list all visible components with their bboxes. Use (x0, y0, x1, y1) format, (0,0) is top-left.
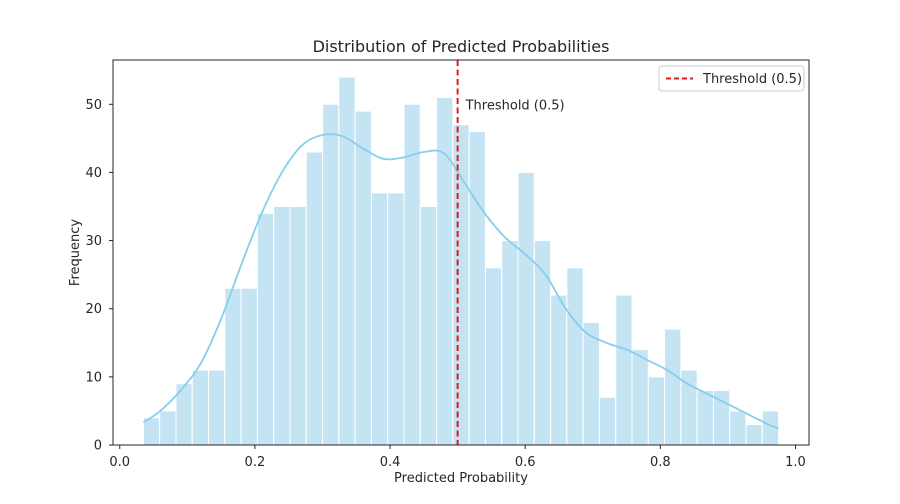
histogram-bar (370, 192, 389, 446)
legend: Threshold (0.5) (658, 65, 805, 92)
histogram-bar (484, 267, 503, 446)
histogram-bar (322, 103, 340, 446)
histogram-bar (436, 96, 454, 446)
histogram-bar (354, 110, 372, 446)
y-tick-label: 20 (85, 302, 102, 317)
plot-frame (112, 59, 810, 446)
histogram-bar (582, 321, 600, 446)
histogram-bar (631, 349, 649, 446)
y-tick-label: 10 (85, 370, 102, 385)
legend-entry-threshold: Threshold (0.5) (702, 72, 802, 87)
histogram-bar (387, 192, 405, 446)
kde-curve (142, 133, 779, 430)
kde-layer (142, 133, 779, 430)
chart-title: Distribution of Predicted Probabilities (313, 37, 610, 56)
y-tick-label: 30 (85, 234, 102, 249)
histogram-bar (696, 389, 714, 446)
x-tick-label: 0.8 (650, 455, 671, 470)
x-tick-label: 1.0 (785, 455, 806, 470)
histogram-bar (517, 171, 535, 446)
x-axis-ticks: 0.0 0.2 0.4 0.6 0.8 1.0 (109, 445, 806, 470)
y-axis-ticks: 0 10 20 30 40 50 (85, 98, 113, 454)
y-axis-label: Frequency (68, 219, 83, 286)
histogram-bar (273, 206, 291, 446)
histogram-bar (159, 410, 177, 446)
histogram-bar (256, 212, 275, 446)
x-tick-label: 0.4 (380, 455, 401, 470)
histogram-bar (664, 328, 682, 446)
threshold-layer: Threshold (0.5) (456, 60, 565, 445)
histogram-bar (550, 294, 568, 446)
histogram-bar (305, 151, 324, 446)
x-tick-label: 0.0 (109, 455, 130, 470)
y-tick-label: 40 (85, 166, 102, 181)
y-tick-label: 0 (94, 439, 102, 454)
x-axis-label: Predicted Probability (394, 471, 528, 486)
threshold-annotation: Threshold (0.5) (465, 98, 565, 113)
histogram-bar (208, 369, 226, 446)
histogram-bar (468, 131, 486, 446)
histogram-bar (598, 396, 617, 446)
histogram-bar (419, 206, 438, 446)
histogram-bar (647, 376, 666, 446)
histogram-bar (240, 287, 258, 446)
x-tick-label: 0.6 (515, 455, 536, 470)
histogram-bar (566, 267, 584, 446)
bars-layer (142, 76, 780, 446)
histogram-bar (191, 369, 210, 446)
histogram-bar (729, 410, 747, 446)
x-tick-label: 0.2 (245, 455, 266, 470)
histogram-bar (338, 76, 356, 446)
histogram-bar (289, 206, 307, 446)
histogram-bar (615, 294, 633, 446)
histogram-bar (501, 240, 519, 446)
histogram-bar (224, 287, 242, 446)
histogram-bar (452, 124, 470, 446)
legend-box (658, 65, 805, 92)
y-tick-label: 50 (85, 98, 102, 113)
histogram-bar (745, 424, 763, 446)
